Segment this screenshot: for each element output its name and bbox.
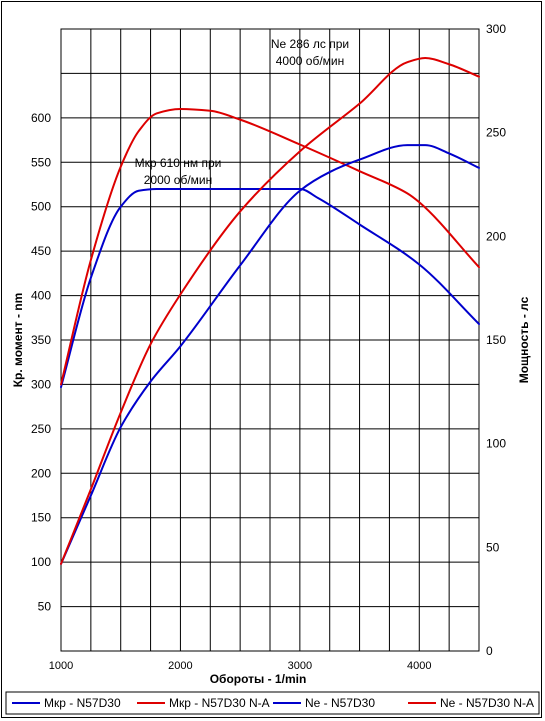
- plot-border: [60, 28, 480, 652]
- series-line-0: [60, 187, 480, 389]
- legend-box: [5, 691, 540, 715]
- x-axis-label: Обороты - 1/min: [210, 672, 307, 686]
- annotation-text: Мкр 610 нм при: [135, 156, 222, 170]
- annotation-text: 2000 об/мин: [144, 173, 213, 187]
- series-lines: [60, 57, 480, 565]
- y-left-tick-label: 100: [31, 555, 51, 569]
- y-right-tick-label: 150: [486, 333, 506, 347]
- y-left-tick-label: 200: [31, 466, 51, 480]
- y-left-tick-label: 350: [31, 333, 51, 347]
- grid: [61, 29, 479, 651]
- legend-label: Ne - N57D30: [305, 696, 375, 710]
- y-left-ticks: 50 100 150 200 250 300 350 400 450 500 550 600: [31, 111, 51, 614]
- y-right-tick-label: 0: [486, 644, 493, 658]
- y-axis-right-label: Мощность - лс: [517, 296, 531, 383]
- series-line-3: [60, 57, 480, 565]
- x-tick-label: 3000: [288, 660, 312, 672]
- y-right-ticks: 0 50 100 150 200 250 300: [486, 22, 506, 658]
- y-right-tick-label: 50: [486, 540, 500, 554]
- annotation-text: Ne 286 лс при: [271, 37, 349, 51]
- legend-label: Ne - N57D30 N-A: [440, 696, 534, 710]
- x-tick-label: 1000: [49, 660, 73, 672]
- legend: Мкр - N57D30 Мкр - N57D30 N-A Ne - N57D30 N…: [5, 691, 540, 715]
- annotation-text: 4000 об/мин: [276, 54, 345, 68]
- y-left-tick-label: 300: [31, 377, 51, 391]
- x-tick-label: 2000: [168, 660, 192, 672]
- x-tick-label: 4000: [407, 660, 431, 672]
- y-left-tick-label: 450: [31, 244, 51, 258]
- y-right-tick-label: 250: [486, 126, 506, 140]
- y-left-tick-label: 400: [31, 289, 51, 303]
- plot-area-border: [60, 28, 480, 652]
- series-line-2: [60, 144, 480, 565]
- y-right-tick-label: 100: [486, 437, 506, 451]
- y-left-tick-label: 600: [31, 111, 51, 125]
- series-line-1: [60, 107, 480, 386]
- y-left-tick-label: 250: [31, 422, 51, 436]
- y-right-tick-label: 300: [486, 22, 506, 36]
- y-left-tick-label: 50: [38, 600, 52, 614]
- y-axis-left-label: Кр. момент - nm: [11, 293, 25, 388]
- legend-label: Мкр - N57D30: [44, 696, 121, 710]
- legend-label: Мкр - N57D30 N-A: [169, 696, 270, 710]
- x-ticks: 1000 2000 3000 4000: [49, 660, 432, 672]
- y-left-tick-label: 150: [31, 511, 51, 525]
- annotations: Ne 286 лс при 4000 об/мин Мкр 610 нм при 20…: [135, 37, 349, 187]
- y-left-tick-label: 500: [31, 200, 51, 214]
- y-right-tick-label: 200: [486, 229, 506, 243]
- y-left-tick-label: 550: [31, 155, 51, 169]
